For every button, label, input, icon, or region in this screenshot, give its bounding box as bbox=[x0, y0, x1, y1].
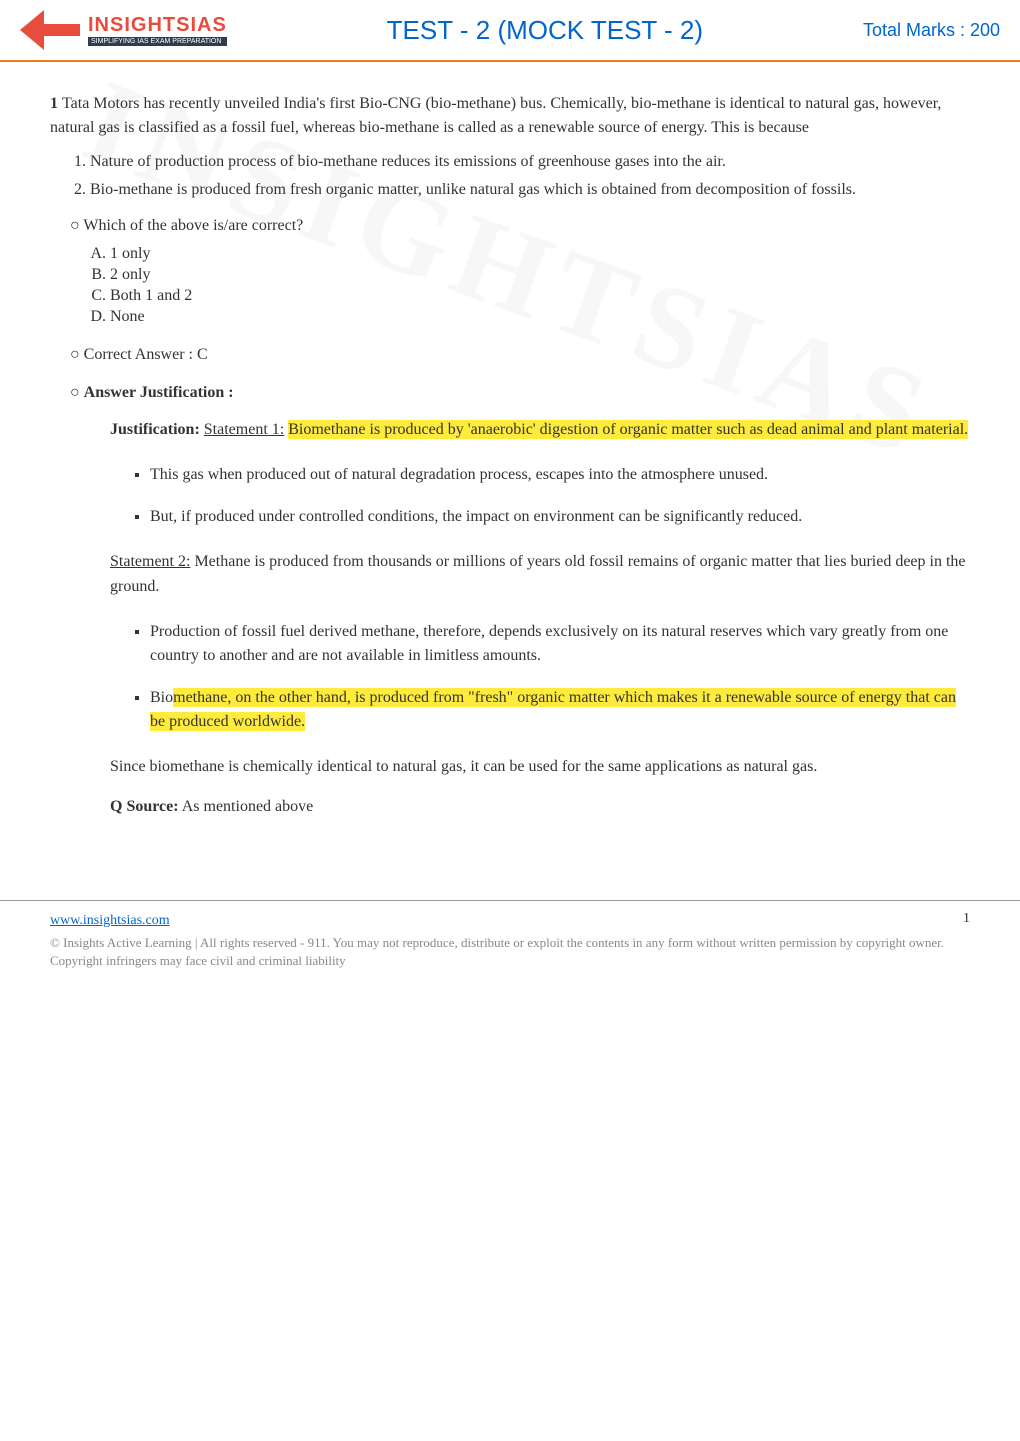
statement-item: Nature of production process of bio-meth… bbox=[90, 150, 970, 174]
statement1-label: Statement 1: bbox=[204, 421, 284, 438]
options-list: 1 only 2 only Both 1 and 2 None bbox=[110, 245, 970, 326]
answer-justification-label: Answer Justification : bbox=[84, 384, 234, 401]
justification-statement2: Statement 2: Methane is produced from th… bbox=[110, 549, 970, 600]
option-a: 1 only bbox=[110, 245, 970, 263]
option-d: None bbox=[110, 308, 970, 326]
question-text: Tata Motors has recently unveiled India'… bbox=[50, 95, 941, 136]
bullet-item: Production of fossil fuel derived methan… bbox=[150, 620, 970, 668]
which-prompt: Which of the above is/are correct? bbox=[90, 217, 970, 235]
test-title: TEST - 2 (MOCK TEST - 2) bbox=[227, 15, 863, 46]
statement2-bullets: Production of fossil fuel derived methan… bbox=[150, 620, 970, 734]
logo-text-block: INSIGHTSIAS SIMPLIFYING IAS EXAM PREPARA… bbox=[88, 14, 227, 46]
question-number: 1 bbox=[50, 95, 58, 112]
bullet-item: But, if produced under controlled condit… bbox=[150, 505, 970, 529]
question-block: 1 Tata Motors has recently unveiled Indi… bbox=[50, 92, 970, 820]
justification-label: Justification: bbox=[110, 421, 200, 438]
statement1-highlight: Biomethane is produced by 'anaerobic' di… bbox=[288, 420, 968, 439]
correct-answer: Correct Answer : C bbox=[90, 346, 970, 364]
justification-statement1: Justification: Statement 1: Biomethane i… bbox=[110, 417, 970, 443]
bullet-item-highlight: Biomethane, on the other hand, is produc… bbox=[150, 686, 970, 734]
logo-arrow-icon bbox=[20, 10, 80, 50]
logo-subtitle: SIMPLIFYING IAS EXAM PREPARATION bbox=[88, 37, 227, 46]
q-source-text: As mentioned above bbox=[182, 798, 314, 815]
conclusion-text: Since biomethane is chemically identical… bbox=[110, 754, 970, 780]
option-c: Both 1 and 2 bbox=[110, 287, 970, 305]
statement-item: Bio-methane is produced from fresh organ… bbox=[90, 178, 970, 202]
bullet-item: This gas when produced out of natural de… bbox=[150, 463, 970, 487]
statement2-label: Statement 2: bbox=[110, 553, 190, 570]
q-source-label: Q Source: bbox=[110, 798, 179, 815]
total-marks: Total Marks : 200 bbox=[863, 20, 1000, 41]
statement2-highlight: methane, on the other hand, is produced … bbox=[150, 688, 956, 731]
page-number: 1 bbox=[963, 911, 970, 927]
page-footer: www.insightsias.com 1 © Insights Active … bbox=[0, 900, 1020, 990]
option-b: 2 only bbox=[110, 266, 970, 284]
copyright-text: © Insights Active Learning | All rights … bbox=[50, 934, 970, 970]
statement2-text: Methane is produced from thousands or mi… bbox=[110, 553, 966, 596]
logo-title: INSIGHTSIAS bbox=[88, 14, 227, 37]
answer-justification-header: Answer Justification : bbox=[90, 384, 970, 402]
logo: INSIGHTSIAS SIMPLIFYING IAS EXAM PREPARA… bbox=[20, 10, 227, 50]
statement1-bullets: This gas when produced out of natural de… bbox=[150, 463, 970, 529]
content-area: 1 Tata Motors has recently unveiled Indi… bbox=[0, 62, 1020, 860]
q-source: Q Source: As mentioned above bbox=[110, 794, 970, 820]
footer-link[interactable]: www.insightsias.com bbox=[50, 913, 170, 928]
highlight-prefix: Bio bbox=[150, 689, 173, 706]
page-header: INSIGHTSIAS SIMPLIFYING IAS EXAM PREPARA… bbox=[0, 0, 1020, 62]
statement-list: Nature of production process of bio-meth… bbox=[70, 150, 970, 202]
